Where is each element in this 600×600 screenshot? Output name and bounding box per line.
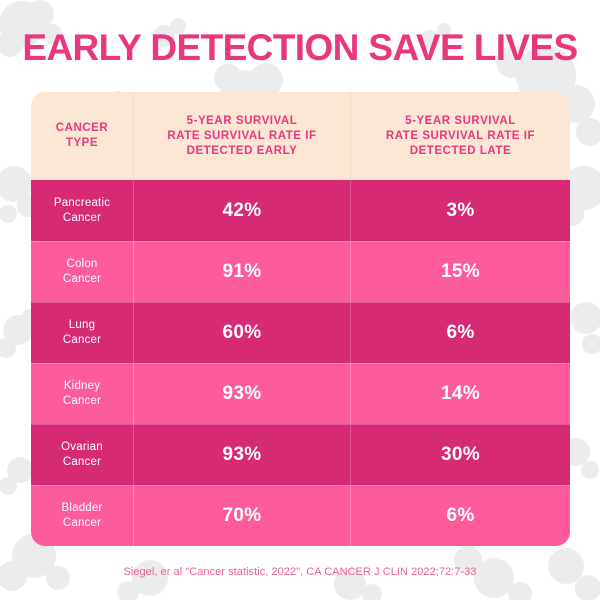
table-row: Ovarian Cancer 93% 30% <box>31 424 570 485</box>
source-citation: Siegel, er al "Cancer statistic, 2022", … <box>123 566 477 578</box>
cell-survival-early: 60% <box>133 303 350 363</box>
column-header-detected-late: 5-YEAR SURVIVAL RATE SURVIVAL RATE IF DETE… <box>350 92 570 180</box>
table-row: Pancreatic Cancer 42% 3% <box>31 180 570 241</box>
cell-survival-late: 15% <box>350 242 570 302</box>
cell-survival-late: 3% <box>350 180 570 241</box>
cell-survival-early: 91% <box>133 242 350 302</box>
table-row: Colon Cancer 91% 15% <box>31 241 570 302</box>
cell-survival-early: 93% <box>133 364 350 424</box>
cell-survival-early: 70% <box>133 486 350 546</box>
cell-cancer-type: Ovarian Cancer <box>61 441 103 468</box>
table-header-row: CANCER TYPE 5-YEAR SURVIVAL RATE SURVIVAL … <box>31 92 570 180</box>
column-header-cancer-type: CANCER TYPE <box>55 122 109 149</box>
column-header-detected-early: 5-YEAR SURVIVAL RATE SURVIVAL RATE IF DETE… <box>133 92 350 180</box>
cell-survival-late: 6% <box>350 486 570 546</box>
table-row: Kidney Cancer 93% 14% <box>31 363 570 424</box>
cell-cancer-type: Pancreatic Cancer <box>53 196 111 224</box>
cell-survival-early: 93% <box>133 425 350 485</box>
table-row: Lung Cancer 60% 6% <box>31 302 570 363</box>
cell-survival-late: 6% <box>350 303 570 363</box>
cell-survival-late: 30% <box>350 425 570 485</box>
cell-survival-late: 14% <box>350 364 570 424</box>
table-row: Bladder Cancer 70% 6% <box>31 485 570 546</box>
survival-rate-table: CANCER TYPE 5-YEAR SURVIVAL RATE SURVIVAL … <box>31 92 570 546</box>
cell-cancer-type: Lung Cancer <box>62 319 102 346</box>
cell-cancer-type: Kidney Cancer <box>62 380 102 407</box>
page-title: EARLY DETECTION SAVE LIVES <box>22 27 578 68</box>
cell-cancer-type: Colon Cancer <box>62 258 102 285</box>
cell-survival-early: 42% <box>133 180 350 241</box>
cell-cancer-type: Bladder Cancer <box>61 502 103 529</box>
